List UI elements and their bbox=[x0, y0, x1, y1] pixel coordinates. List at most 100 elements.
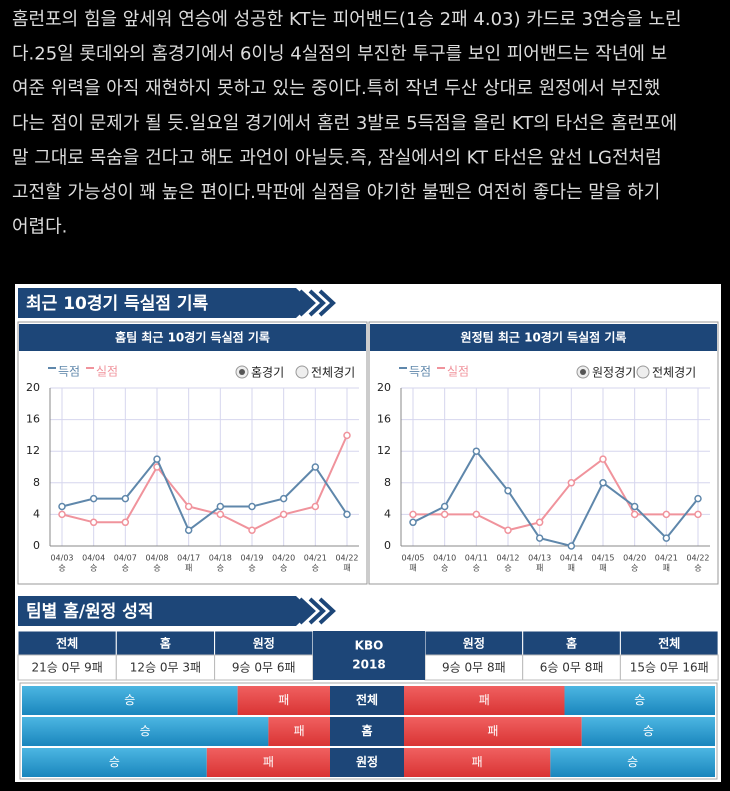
y-tick-label: 4 bbox=[33, 507, 40, 520]
y-tick-label: 8 bbox=[384, 476, 391, 489]
win-bar bbox=[22, 748, 207, 777]
chart-box bbox=[17, 321, 368, 585]
table-cell bbox=[115, 654, 216, 681]
data-point bbox=[662, 534, 671, 542]
x-tick-label: 04/04 bbox=[82, 554, 105, 563]
win-bar bbox=[581, 717, 715, 746]
data-point bbox=[440, 502, 449, 511]
legend-label: 득점 bbox=[58, 365, 80, 379]
data-point bbox=[89, 494, 98, 503]
loss-bar bbox=[404, 748, 551, 777]
table-value: 9승 0무 8패 bbox=[442, 661, 506, 675]
x-result-label: 승 bbox=[441, 564, 448, 573]
data-point bbox=[694, 510, 702, 519]
chart-title: 홈팀 최근 10경기 득실점 기록 bbox=[115, 330, 270, 345]
y-tick-label: 20 bbox=[377, 381, 391, 394]
x-result-label: 패 bbox=[663, 563, 670, 573]
table-cell bbox=[619, 654, 719, 681]
x-result-label: 승 bbox=[248, 564, 255, 573]
chevron bbox=[318, 289, 336, 317]
table-value: 9승 0무 6패 bbox=[232, 661, 296, 675]
y-tick-label: 20 bbox=[26, 381, 40, 394]
data-point bbox=[694, 494, 702, 503]
chart-box bbox=[368, 321, 719, 585]
x-tick-label: 04/07 bbox=[114, 554, 137, 563]
article-line: 여준 위력을 아직 재현하지 못하고 있는 중이다.특히 작년 두산 상대로 원… bbox=[12, 78, 660, 99]
x-result-label: 승 bbox=[90, 564, 97, 573]
x-result-label: 승 bbox=[280, 564, 287, 573]
x-result-label: 승 bbox=[217, 564, 224, 573]
x-tick-label: 04/21 bbox=[655, 554, 678, 563]
data-point bbox=[409, 510, 417, 519]
table-value: 12승 0무 3패 bbox=[130, 661, 201, 675]
radio-button[interactable] bbox=[636, 365, 650, 379]
article-line: 고전할 가능성이 꽤 높은 편이다.막판에 실점을 야기한 불펜은 여전히 좋다… bbox=[12, 182, 660, 203]
table-header: 전체 bbox=[658, 636, 680, 651]
x-tick-label: 04/12 bbox=[496, 554, 519, 563]
x-tick-label: 04/13 bbox=[528, 554, 551, 563]
radio-label: 원정경기 bbox=[592, 366, 636, 380]
loss-label: 패 bbox=[487, 724, 498, 738]
radio-button[interactable] bbox=[295, 365, 309, 379]
win-label: 승 bbox=[634, 693, 645, 707]
data-point bbox=[504, 486, 512, 495]
series-line bbox=[61, 457, 348, 532]
data-point bbox=[58, 510, 66, 519]
win-label: 승 bbox=[109, 755, 120, 769]
win-label: 승 bbox=[124, 693, 135, 707]
series-line bbox=[413, 457, 698, 532]
chart-title: 원정팀 최근 10경기 득실점 기록 bbox=[461, 330, 627, 345]
x-tick-label: 04/11 bbox=[465, 554, 488, 563]
data-point bbox=[599, 479, 607, 487]
win-bar bbox=[564, 686, 715, 715]
data-point bbox=[535, 518, 544, 527]
bar-row-label: 원정 bbox=[356, 754, 378, 769]
x-tick-label: 04/03 bbox=[50, 554, 73, 563]
loss-bar bbox=[237, 686, 330, 715]
win-bar bbox=[22, 717, 269, 746]
table-center-year: 2018 bbox=[352, 658, 385, 672]
table-value: 6승 0무 8패 bbox=[540, 661, 604, 675]
win-label: 승 bbox=[140, 724, 151, 738]
table-cell bbox=[214, 654, 314, 681]
table-header-cell bbox=[214, 630, 314, 656]
x-tick-label: 04/18 bbox=[209, 554, 232, 563]
table-header: 원정 bbox=[253, 636, 275, 651]
data-point bbox=[630, 510, 639, 519]
table-center-cell bbox=[313, 631, 425, 680]
data-point bbox=[630, 502, 639, 511]
x-result-label: 승 bbox=[631, 564, 638, 573]
article-line: 말 그대로 목숨을 건다고 해도 과언이 아닐듯.즉, 잠실에서의 KT 타선은… bbox=[12, 147, 662, 168]
table-value: 21승 0무 9패 bbox=[32, 661, 103, 675]
loss-label: 패 bbox=[294, 724, 305, 738]
chart-title-bar bbox=[370, 324, 717, 351]
x-tick-label: 04/20 bbox=[272, 554, 295, 563]
bar-row-label: 전체 bbox=[356, 692, 378, 707]
data-point bbox=[58, 502, 66, 511]
data-point bbox=[153, 455, 161, 463]
loss-bar bbox=[404, 717, 582, 746]
data-point bbox=[343, 431, 351, 440]
loss-label: 패 bbox=[263, 755, 274, 769]
data-point bbox=[248, 526, 256, 534]
data-point bbox=[311, 502, 320, 511]
y-tick-label: 0 bbox=[384, 539, 391, 552]
x-result-label: 승 bbox=[312, 564, 319, 573]
data-point bbox=[279, 510, 288, 519]
loss-bar bbox=[268, 717, 330, 746]
data-point bbox=[409, 518, 417, 527]
article-line: 홈런포의 힘을 앞세워 연승에 성공한 KT는 피어밴드(1승 2패 4.03)… bbox=[12, 9, 682, 30]
y-tick-label: 8 bbox=[33, 476, 40, 489]
x-result-label: 패 bbox=[343, 563, 350, 573]
data-point bbox=[216, 510, 225, 519]
chart-title-bar bbox=[19, 324, 366, 351]
table-cell bbox=[522, 654, 621, 681]
table-header-cell bbox=[115, 630, 216, 656]
loss-bar bbox=[206, 748, 330, 777]
x-tick-label: 04/22 bbox=[686, 554, 709, 563]
x-result-label: 승 bbox=[473, 564, 480, 573]
x-tick-label: 04/22 bbox=[335, 554, 358, 563]
data-point bbox=[184, 502, 193, 511]
